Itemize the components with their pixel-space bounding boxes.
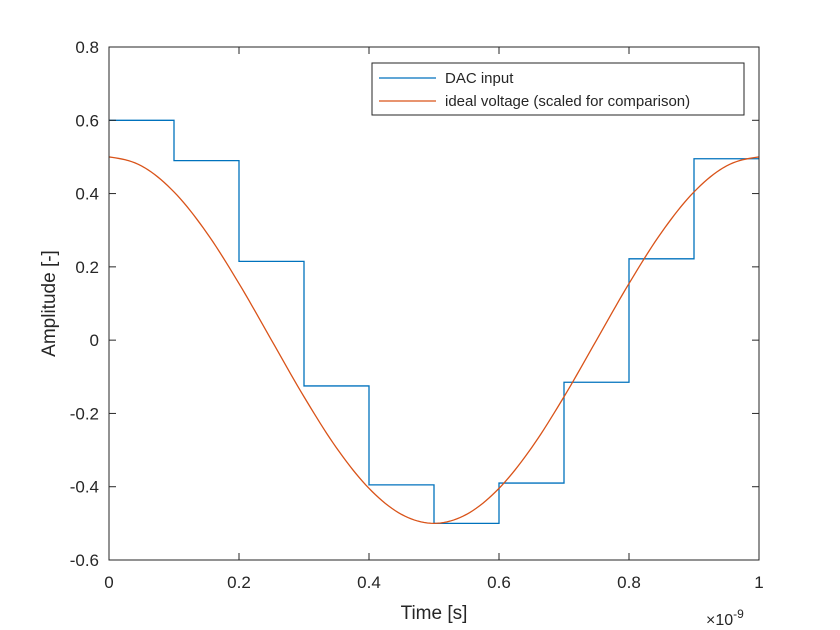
y-tick-label: 0.4 xyxy=(75,185,99,204)
y-tick-label: -0.4 xyxy=(70,478,99,497)
series-layer xyxy=(109,119,759,525)
legend-box xyxy=(371,62,745,116)
x-axis-exponent-base: ×10 xyxy=(706,612,733,629)
legend-label-1: DAC input xyxy=(445,70,514,87)
ticks-layer: 0 0.2 0.4 0.6 0.8 1 -0.6 -0.4 -0.2 0 0.2 0.4 0.6 0.8 xyxy=(70,38,764,592)
legend-label-2: ideal voltage (scaled for comparison) xyxy=(445,93,690,110)
x-tick-label: 0.6 xyxy=(487,573,511,592)
y-tick-label: 0 xyxy=(90,331,99,350)
x-tick-label: 1 xyxy=(754,573,763,592)
x-axis-exponent-label: ×10-9 xyxy=(706,607,744,629)
y-tick-label: -0.6 xyxy=(70,551,99,570)
x-tick-label: 0.8 xyxy=(617,573,641,592)
x-axis-exponent-power: -9 xyxy=(733,607,744,621)
x-tick-label: 0 xyxy=(104,573,113,592)
x-axis-label: Time [s] xyxy=(401,603,468,624)
x-tick-label: 0.4 xyxy=(357,573,381,592)
series-line-1 xyxy=(109,119,759,525)
series-line-2 xyxy=(109,156,759,525)
axes-box xyxy=(108,46,760,561)
y-axis-label: Amplitude [-] xyxy=(39,250,60,357)
y-tick-label: 0.6 xyxy=(75,111,99,130)
y-tick-label: 0.8 xyxy=(75,38,99,57)
y-tick-label: -0.2 xyxy=(70,404,99,423)
x-tick-label: 0.2 xyxy=(227,573,251,592)
legend: DAC input ideal voltage (scaled for compa… xyxy=(371,62,745,116)
y-tick-label: 0.2 xyxy=(75,258,99,277)
